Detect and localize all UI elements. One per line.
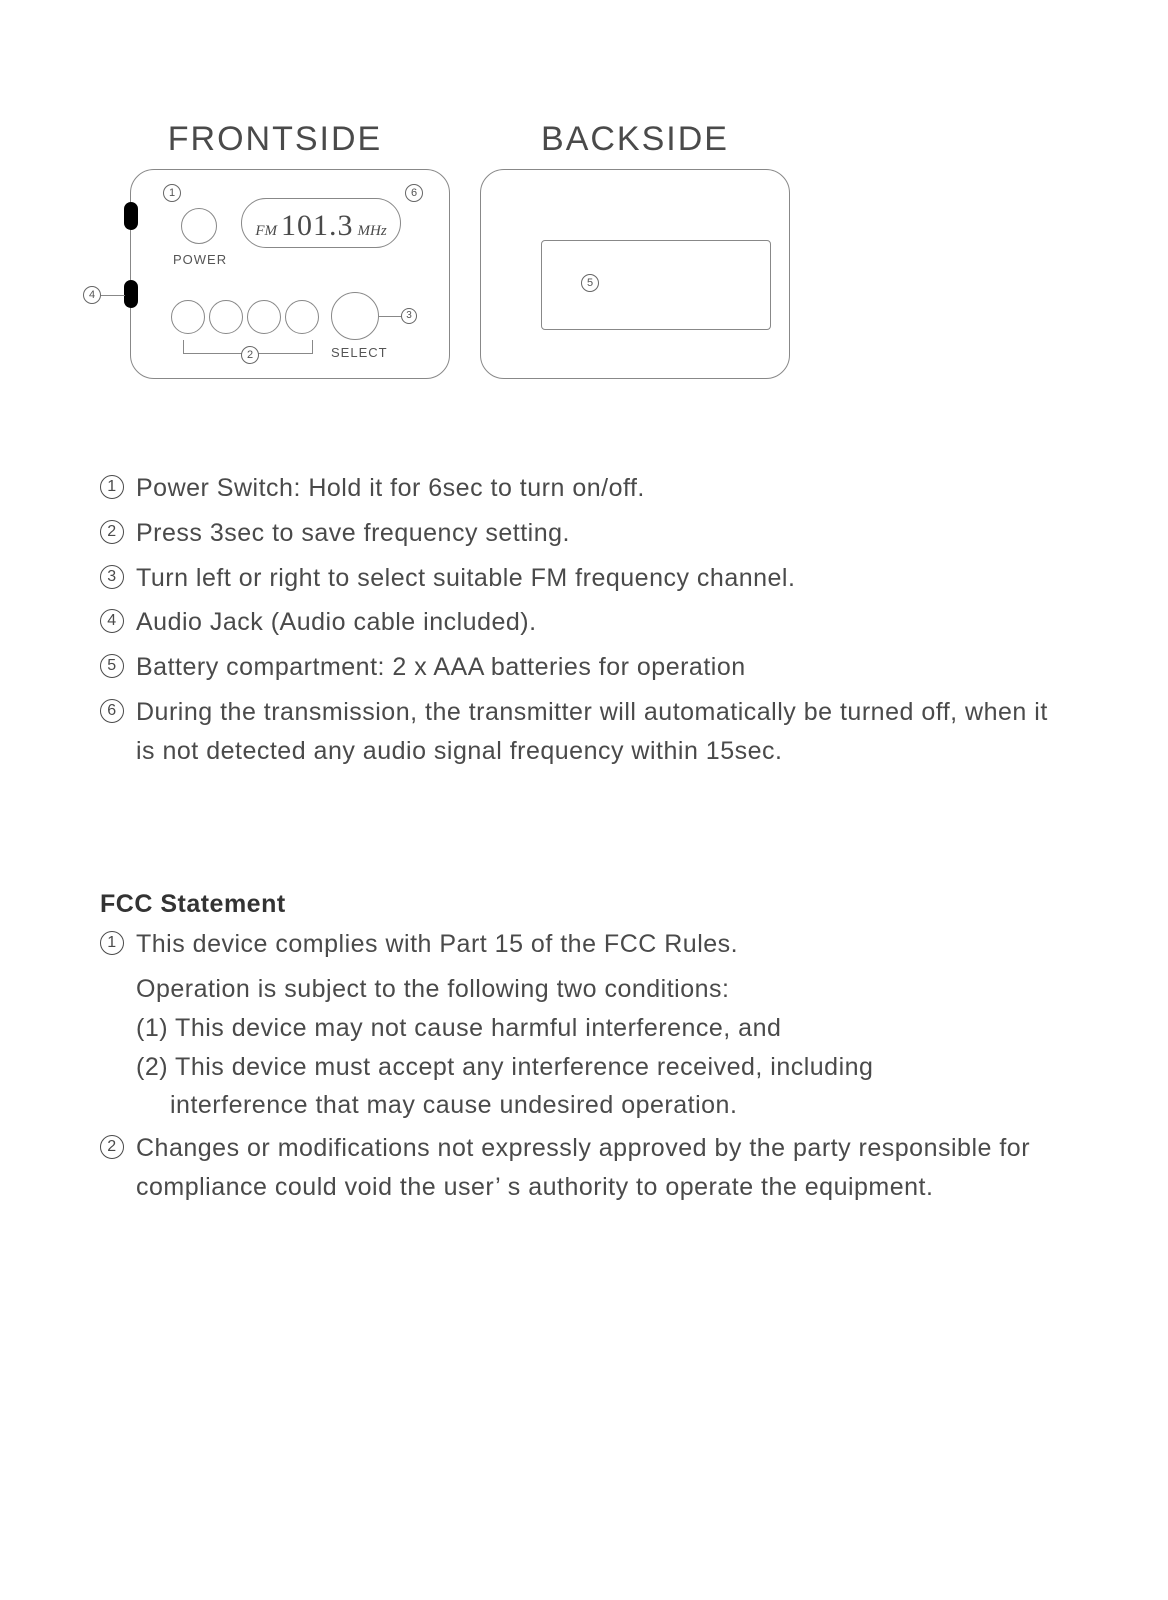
battery-compartment (541, 240, 771, 330)
list-number: 5 (100, 654, 124, 678)
fcc-sub2: (2) This device must accept any interfer… (136, 1048, 1068, 1087)
list-text: Power Switch: Hold it for 6sec to turn o… (136, 469, 1068, 508)
fcc-text: Changes or modifications not expressly a… (136, 1129, 1068, 1207)
lcd-display: FM 101.3 MHz (241, 198, 401, 248)
select-label: SELECT (331, 345, 388, 360)
list-item: 2 Press 3sec to save frequency setting. (100, 514, 1068, 553)
callout-marker-6: 6 (405, 184, 423, 202)
callout-lead-4 (101, 295, 125, 296)
list-number: 2 (100, 520, 124, 544)
lcd-unit: MHz (358, 223, 387, 240)
callout-marker-1: 1 (163, 184, 181, 202)
audio-jack-top (124, 202, 138, 230)
fcc-text: This device complies with Part 15 of the… (136, 925, 1068, 964)
front-device-outline: 4 1 6 POWER FM 101.3 MHz SELECT (130, 169, 450, 379)
list-item: 6 During the transmission, the transmitt… (100, 693, 1068, 771)
fcc-sub2b: interference that may cause undesired op… (170, 1086, 1068, 1125)
backside-title: BACKSIDE (480, 120, 790, 159)
device-diagram: FRONTSIDE 4 1 6 POWER FM 101.3 MHz (100, 120, 1068, 379)
fcc-sub1: (1) This device may not cause harmful in… (136, 1009, 1068, 1048)
fcc-item-2: 2 Changes or modifications not expressly… (100, 1129, 1068, 1207)
list-item: 3 Turn left or right to select suitable … (100, 559, 1068, 598)
fcc-title: FCC Statement (100, 890, 1068, 919)
callout-marker-2: 2 (241, 346, 259, 364)
list-number: 3 (100, 565, 124, 589)
preset-button-2 (209, 300, 243, 334)
list-text: Audio Jack (Audio cable included). (136, 603, 1068, 642)
select-dial (331, 292, 379, 340)
feature-list: 1 Power Switch: Hold it for 6sec to turn… (100, 469, 1068, 770)
backside-panel: BACKSIDE 5 (480, 120, 790, 379)
lcd-fm-label: FM (255, 223, 277, 240)
fcc-statement: FCC Statement 1 This device complies wit… (100, 890, 1068, 1206)
preset-button-1 (171, 300, 205, 334)
power-button (181, 208, 217, 244)
back-device-outline: 5 (480, 169, 790, 379)
list-number: 1 (100, 475, 124, 499)
preset-button-4 (285, 300, 319, 334)
list-number: 4 (100, 609, 124, 633)
lcd-frequency: 101.3 (281, 209, 354, 243)
callout-marker-4: 4 (83, 286, 101, 304)
list-number: 6 (100, 699, 124, 723)
preset-button-3 (247, 300, 281, 334)
power-label: POWER (173, 252, 227, 267)
callout-lead-3 (379, 316, 401, 317)
fcc-line: Operation is subject to the following tw… (136, 970, 1068, 1009)
frontside-panel: FRONTSIDE 4 1 6 POWER FM 101.3 MHz (100, 120, 450, 379)
audio-jack-bottom (124, 280, 138, 308)
list-text: During the transmission, the transmitter… (136, 693, 1068, 771)
frontside-title: FRONTSIDE (100, 120, 450, 159)
fcc-item-1: 1 This device complies with Part 15 of t… (100, 925, 1068, 964)
list-text: Battery compartment: 2 x AAA batteries f… (136, 648, 1068, 687)
fcc-number: 2 (100, 1135, 124, 1159)
list-text: Press 3sec to save frequency setting. (136, 514, 1068, 553)
fcc-number: 1 (100, 931, 124, 955)
list-text: Turn left or right to select suitable FM… (136, 559, 1068, 598)
list-item: 1 Power Switch: Hold it for 6sec to turn… (100, 469, 1068, 508)
callout-marker-3: 3 (401, 308, 417, 324)
list-item: 5 Battery compartment: 2 x AAA batteries… (100, 648, 1068, 687)
callout-marker-5: 5 (581, 274, 599, 292)
list-item: 4 Audio Jack (Audio cable included). (100, 603, 1068, 642)
